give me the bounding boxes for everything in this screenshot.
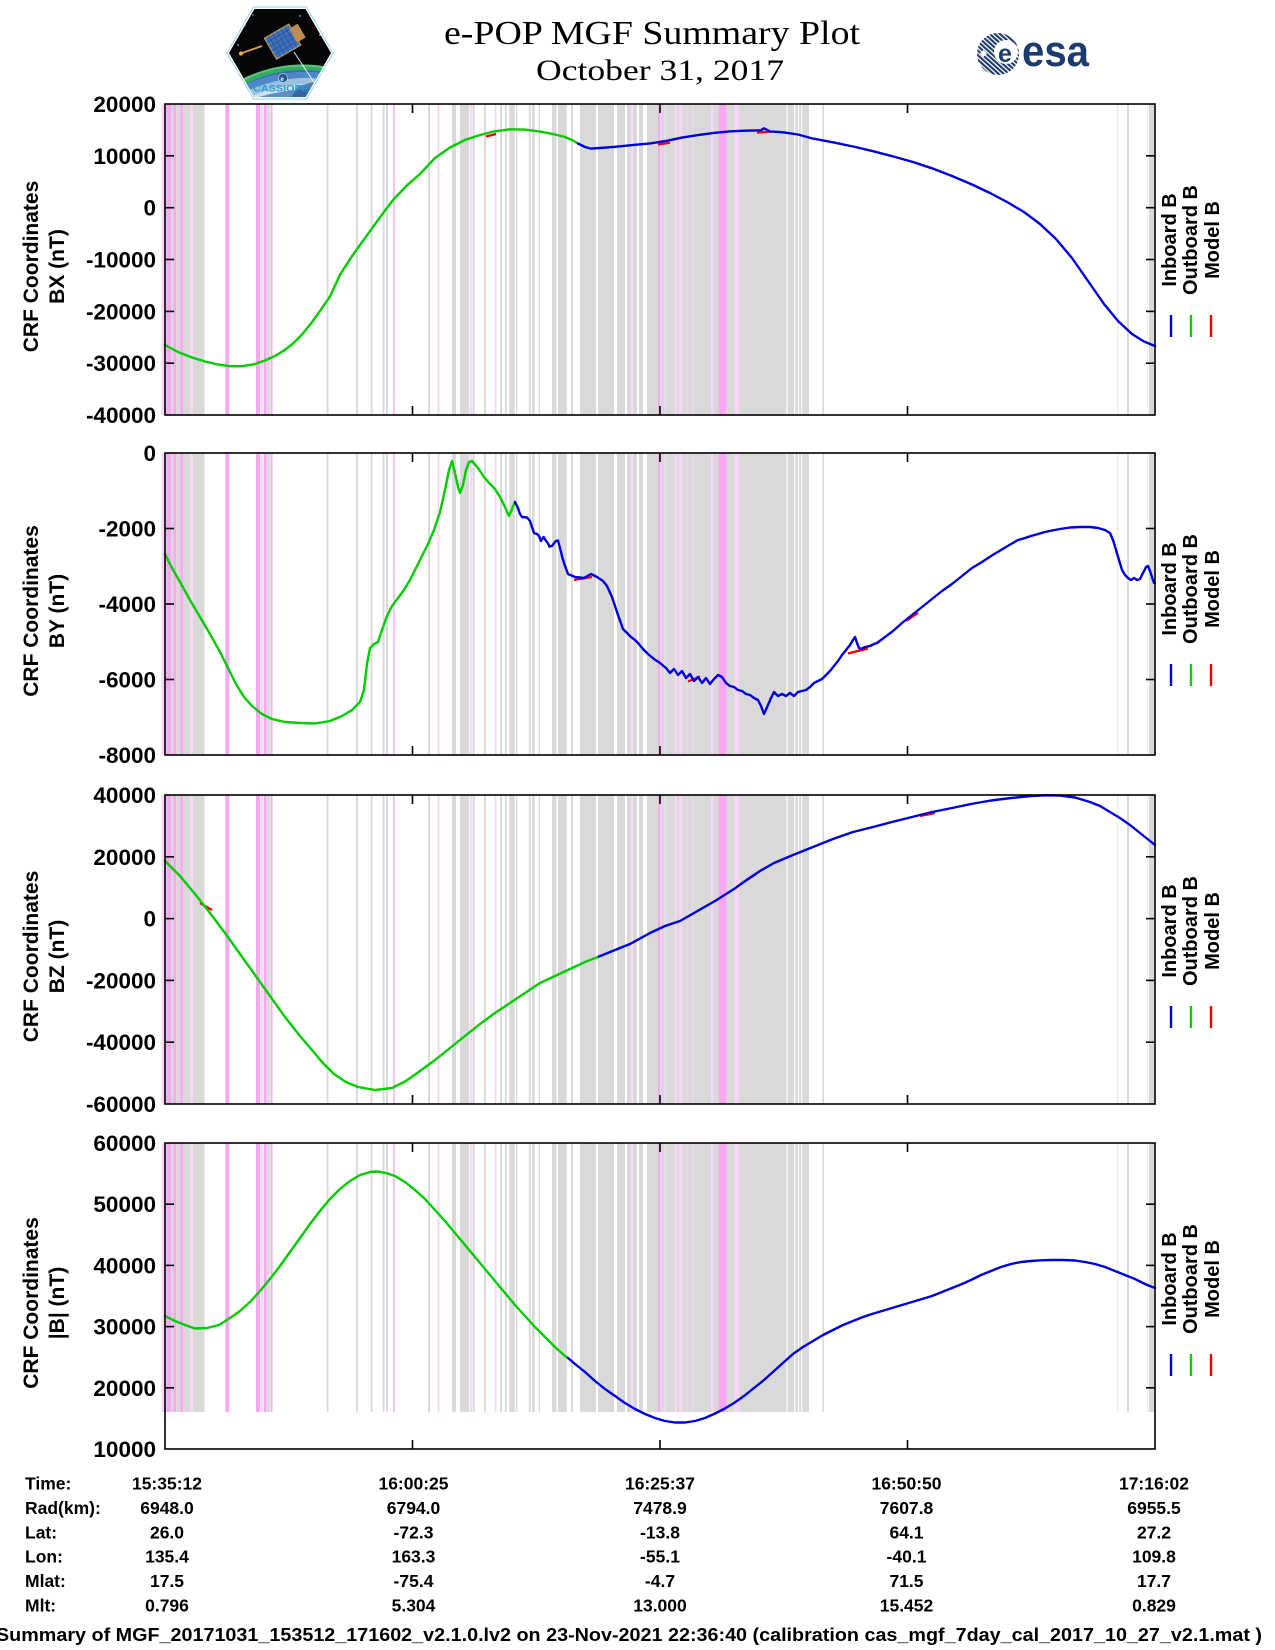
- svg-text:esa: esa: [1022, 27, 1089, 76]
- svg-text:64.1: 64.1: [889, 1522, 923, 1542]
- svg-text:Outboard B: Outboard B: [1180, 185, 1202, 295]
- svg-text:-13.8: -13.8: [640, 1522, 680, 1542]
- svg-text:16:00:25: 16:00:25: [378, 1474, 448, 1494]
- svg-text:17.5: 17.5: [150, 1571, 184, 1591]
- svg-text:-75.4: -75.4: [394, 1571, 434, 1591]
- svg-text:October 31, 2017: October 31, 2017: [536, 54, 784, 87]
- svg-text:109.8: 109.8: [1132, 1547, 1176, 1567]
- svg-text:-4.7: -4.7: [645, 1571, 675, 1591]
- svg-text:CRF Coordinates: CRF Coordinates: [20, 871, 43, 1043]
- svg-text:-40.1: -40.1: [887, 1547, 927, 1567]
- svg-text:Mlat:: Mlat:: [25, 1571, 66, 1591]
- svg-text:20000: 20000: [93, 845, 156, 870]
- svg-text:-2000: -2000: [98, 517, 156, 542]
- svg-text:0.796: 0.796: [145, 1596, 189, 1616]
- svg-text:Model B: Model B: [1202, 201, 1224, 279]
- svg-text:Inboard B: Inboard B: [1159, 193, 1181, 286]
- svg-text:-10000: -10000: [86, 248, 156, 273]
- svg-text:16:50:50: 16:50:50: [871, 1474, 941, 1494]
- svg-text:BY (nT): BY (nT): [46, 574, 69, 648]
- svg-text:27.2: 27.2: [1137, 1522, 1171, 1542]
- svg-text:0.829: 0.829: [1132, 1596, 1176, 1616]
- svg-text:Inboard B: Inboard B: [1159, 884, 1181, 977]
- svg-text:Outboard B: Outboard B: [1180, 876, 1202, 986]
- svg-text:17.7: 17.7: [1137, 1571, 1171, 1591]
- svg-text:20000: 20000: [93, 92, 156, 117]
- svg-text:135.4: 135.4: [145, 1547, 189, 1567]
- svg-text:-30000: -30000: [86, 351, 156, 376]
- svg-text:BZ (nT): BZ (nT): [46, 920, 69, 993]
- svg-text:15.452: 15.452: [880, 1596, 934, 1616]
- svg-text:13.000: 13.000: [633, 1596, 687, 1616]
- svg-text:-55.1: -55.1: [640, 1547, 680, 1567]
- svg-text:Summary of MGF_20171031_153512: Summary of MGF_20171031_153512_171602_v2…: [0, 1625, 1262, 1645]
- svg-text:71.5: 71.5: [889, 1571, 923, 1591]
- svg-text:0: 0: [143, 441, 156, 466]
- svg-text:30000: 30000: [93, 1315, 156, 1340]
- svg-text:Model B: Model B: [1202, 1240, 1224, 1318]
- svg-text:15:35:12: 15:35:12: [132, 1474, 202, 1494]
- svg-text:Lon:: Lon:: [25, 1547, 63, 1567]
- svg-text:7478.9: 7478.9: [633, 1498, 687, 1518]
- svg-text:CRF Coordinates: CRF Coordinates: [20, 1217, 43, 1389]
- svg-text:Rad(km):: Rad(km):: [25, 1498, 101, 1518]
- svg-text:0: 0: [143, 907, 156, 932]
- svg-text:-40000: -40000: [86, 403, 156, 428]
- svg-text:CRF Coordinates: CRF Coordinates: [20, 525, 43, 697]
- svg-text:163.3: 163.3: [392, 1547, 436, 1567]
- svg-text:Mlt:: Mlt:: [25, 1596, 56, 1616]
- svg-text:Inboard B: Inboard B: [1159, 542, 1181, 635]
- svg-text:e: e: [998, 40, 1012, 68]
- svg-text:6794.0: 6794.0: [387, 1498, 441, 1518]
- svg-text:-60000: -60000: [86, 1092, 156, 1117]
- svg-text:-20000: -20000: [86, 299, 156, 324]
- svg-text:BX (nT): BX (nT): [46, 229, 69, 304]
- svg-text:Outboard B: Outboard B: [1180, 1224, 1202, 1334]
- svg-text:-8000: -8000: [98, 743, 156, 768]
- svg-text:Model B: Model B: [1202, 550, 1224, 628]
- svg-text:e: e: [281, 77, 285, 83]
- svg-text:26.0: 26.0: [150, 1522, 184, 1542]
- svg-text:CRF Coordinates: CRF Coordinates: [20, 181, 43, 353]
- svg-text:Outboard B: Outboard B: [1180, 534, 1202, 644]
- svg-text:|B| (nT): |B| (nT): [46, 1267, 69, 1339]
- svg-text:0: 0: [143, 196, 156, 221]
- svg-text:CASSIOPE: CASSIOPE: [253, 84, 309, 94]
- svg-text:20000: 20000: [93, 1376, 156, 1401]
- svg-text:17:16:02: 17:16:02: [1119, 1474, 1189, 1494]
- svg-text:Lat:: Lat:: [25, 1522, 57, 1542]
- svg-text:6948.0: 6948.0: [140, 1498, 194, 1518]
- svg-text:60000: 60000: [93, 1131, 156, 1156]
- svg-text:5.304: 5.304: [392, 1596, 436, 1616]
- svg-text:-4000: -4000: [98, 592, 156, 617]
- svg-text:Inboard B: Inboard B: [1159, 1232, 1181, 1325]
- svg-text:40000: 40000: [93, 783, 156, 808]
- svg-text:-72.3: -72.3: [394, 1522, 434, 1542]
- svg-text:10000: 10000: [93, 144, 156, 169]
- svg-text:Time:: Time:: [25, 1474, 71, 1494]
- svg-text:10000: 10000: [93, 1437, 156, 1462]
- svg-text:Model B: Model B: [1202, 892, 1224, 970]
- svg-text:-6000: -6000: [98, 668, 156, 693]
- svg-text:40000: 40000: [93, 1253, 156, 1278]
- svg-text:6955.5: 6955.5: [1127, 1498, 1181, 1518]
- svg-text:-40000: -40000: [86, 1030, 156, 1055]
- svg-text:e-POP MGF Summary Plot: e-POP MGF Summary Plot: [444, 15, 861, 52]
- svg-text:7607.8: 7607.8: [880, 1498, 934, 1518]
- svg-text:16:25:37: 16:25:37: [625, 1474, 695, 1494]
- svg-text:50000: 50000: [93, 1192, 156, 1217]
- svg-text:-20000: -20000: [86, 968, 156, 993]
